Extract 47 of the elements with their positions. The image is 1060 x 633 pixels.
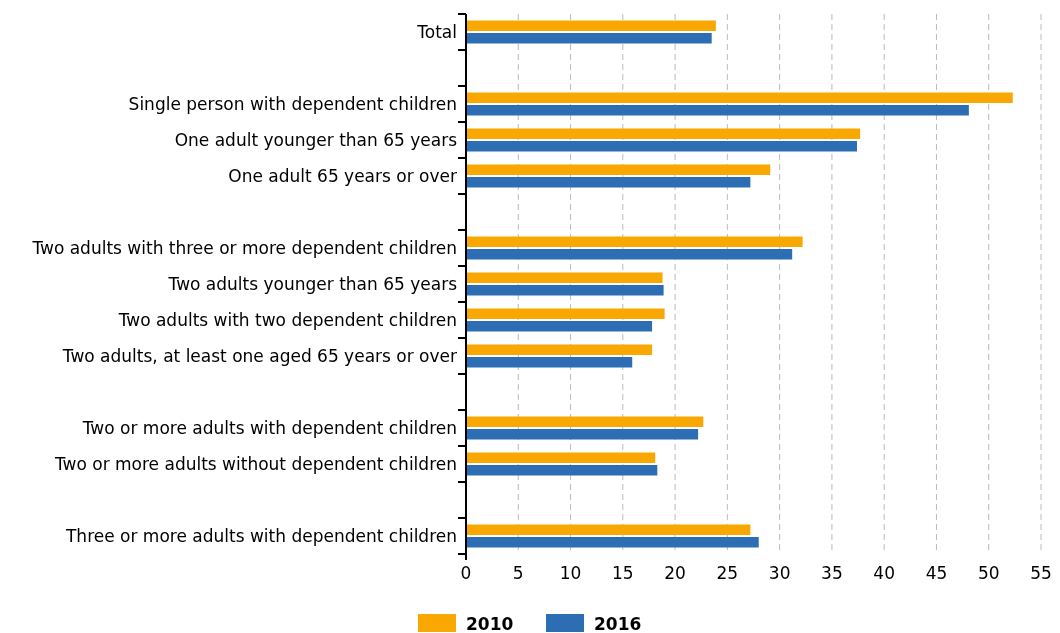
x-tick-label: 5	[512, 563, 524, 583]
y-tick-label: Two or more adults with dependent children	[81, 417, 457, 438]
y-tick-label: Total	[416, 21, 457, 42]
y-tick-label: Two adults, at least one aged 65 years or over	[61, 345, 458, 366]
bar	[466, 537, 759, 548]
x-tick-label: 40	[873, 563, 895, 583]
bar	[466, 429, 699, 440]
bar	[466, 285, 664, 296]
bar	[466, 452, 656, 463]
y-tick-label: Two adults with three or more dependent children	[31, 237, 457, 258]
y-tick-label: One adult younger than 65 years	[174, 129, 458, 150]
bar	[466, 105, 969, 116]
x-tick-label: 35	[821, 563, 843, 583]
bar	[466, 20, 716, 31]
y-tick-label: Two or more adults without dependent children	[53, 453, 457, 474]
x-tick-label: 15	[612, 563, 634, 583]
x-tick-label: 10	[559, 563, 582, 583]
bar	[466, 236, 803, 247]
bar	[466, 177, 751, 188]
bar	[466, 128, 861, 139]
x-tick-label: 25	[716, 563, 739, 583]
legend-label: 2016	[594, 613, 642, 633]
y-tick-label: Single person with dependent children	[128, 93, 457, 114]
bar	[466, 164, 771, 175]
bar	[466, 357, 633, 368]
x-tick-label: 20	[664, 563, 686, 583]
bar	[466, 92, 1013, 103]
x-tick-label: 30	[768, 563, 791, 583]
y-tick-label: One adult 65 years or over	[228, 165, 457, 186]
bar	[466, 465, 658, 476]
bar	[466, 249, 793, 260]
x-tick-label: 45	[925, 563, 948, 583]
bar	[466, 141, 857, 152]
y-tick-label: Two adults with two dependent children	[117, 309, 457, 330]
y-tick-label: Three or more adults with dependent children	[64, 525, 457, 546]
bar	[466, 272, 663, 283]
bar	[466, 321, 653, 332]
bar	[466, 524, 751, 535]
bar	[466, 33, 712, 44]
x-tick-label: 50	[977, 563, 1000, 583]
bar	[466, 416, 704, 427]
y-tick-label: Two adults younger than 65 years	[167, 273, 458, 294]
x-tick-label: 55	[1030, 563, 1052, 583]
legend-label: 2010	[466, 613, 514, 633]
bar	[466, 344, 653, 355]
x-tick-label: 0	[460, 563, 472, 583]
bar	[466, 308, 665, 319]
